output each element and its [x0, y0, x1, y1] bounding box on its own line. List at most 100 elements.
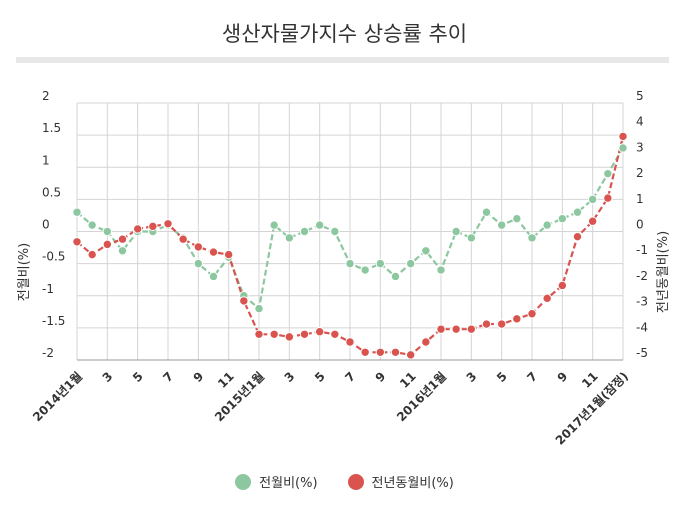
x-tick-label: 3 — [464, 369, 480, 385]
data-point-yearly — [587, 216, 598, 226]
data-point-yearly — [542, 293, 552, 304]
data-point-monthly — [208, 271, 219, 282]
y-right-tick-label: -2 — [636, 269, 648, 283]
data-point-yearly — [618, 131, 628, 142]
data-point-monthly — [587, 194, 598, 205]
data-point-yearly — [132, 224, 143, 234]
data-point-yearly — [603, 193, 613, 203]
data-point-yearly — [527, 309, 537, 319]
data-point-monthly — [557, 213, 568, 224]
data-point-monthly — [618, 143, 628, 153]
data-point-yearly — [390, 347, 401, 357]
data-point-yearly — [345, 337, 355, 347]
data-point-monthly — [572, 207, 583, 217]
data-point-monthly — [330, 226, 340, 237]
legend-item-yearly[interactable]: 전년동월비(%) — [347, 472, 454, 491]
data-point-monthly — [299, 226, 310, 237]
data-point-monthly — [117, 246, 128, 256]
data-point-yearly — [314, 327, 325, 337]
x-tick-label: 5 — [494, 369, 510, 385]
chart-title: 생산자물가지수 상승률 추이 — [221, 22, 468, 46]
y-left-tick-label: -2 — [42, 346, 54, 360]
legend-marker-yearly — [347, 473, 364, 490]
y-left-tick-label: -1 — [42, 282, 54, 296]
data-point-monthly — [496, 220, 507, 230]
y-right-tick-label: 3 — [636, 140, 644, 154]
x-tick-label: 3 — [282, 369, 298, 385]
x-tick-label: 2014년1월 — [29, 369, 85, 425]
data-point-yearly — [360, 347, 370, 357]
data-point-yearly — [375, 347, 386, 357]
data-point-yearly — [451, 324, 461, 334]
data-point-monthly — [481, 207, 492, 217]
data-point-yearly — [193, 242, 204, 252]
data-point-monthly — [512, 213, 522, 224]
data-point-yearly — [269, 329, 279, 339]
data-point-yearly — [223, 249, 234, 260]
data-point-yearly — [512, 314, 522, 324]
y-right-tick-label: 4 — [636, 115, 644, 129]
data-point-monthly — [284, 233, 295, 243]
data-point-monthly — [466, 233, 477, 243]
data-point-yearly — [178, 234, 188, 244]
y-left-tick-label: 2 — [42, 89, 50, 103]
x-tick-label: 11 — [397, 369, 419, 391]
y-left-tick-label: -1.5 — [42, 314, 65, 328]
data-point-yearly — [163, 219, 173, 229]
data-point-monthly — [360, 265, 370, 275]
data-point-yearly — [330, 329, 340, 339]
data-point-monthly — [314, 220, 325, 230]
legend-label-yearly: 전년동월비(%) — [371, 476, 454, 491]
y-left-tick-label: 1.5 — [42, 121, 61, 135]
y-left-tick-label: -0.5 — [42, 250, 65, 264]
data-point-yearly — [421, 337, 431, 347]
x-tick-label: 9 — [191, 369, 207, 385]
x-tick-label: 5 — [312, 369, 328, 385]
legend-marker-monthly — [235, 473, 252, 490]
y-left-tick-label: 0 — [42, 218, 50, 232]
legend: 전월비(%) 전년동월비(%) — [0, 472, 689, 491]
data-point-yearly — [572, 231, 583, 242]
data-point-monthly — [102, 226, 113, 237]
x-tick-label: 7 — [160, 369, 176, 385]
legend-item-monthly[interactable]: 전월비(%) — [235, 472, 318, 491]
data-point-monthly — [603, 168, 613, 179]
data-point-monthly — [72, 207, 82, 217]
data-point-yearly — [299, 329, 310, 339]
data-point-yearly — [496, 319, 507, 329]
y-left-axis-title: 전월비(%) — [17, 243, 32, 301]
data-point-yearly — [239, 296, 249, 306]
data-point-monthly — [375, 258, 386, 269]
x-tick-label: 5 — [130, 369, 146, 385]
data-point-yearly — [254, 329, 264, 339]
data-point-monthly — [542, 220, 552, 230]
title-divider — [16, 57, 669, 63]
x-tick-label: 7 — [524, 369, 540, 385]
y-right-tick-label: 0 — [636, 218, 644, 232]
data-point-monthly — [193, 258, 204, 269]
data-point-yearly — [466, 324, 477, 334]
line-chart: 2 1.5 1 0.5 0 -0.5 -1 -1.5 -2 5 4 3 2 1 0 -1 -2 -3 -4 -5 전월비… — [17, 89, 671, 448]
data-point-yearly — [72, 237, 82, 247]
data-point-yearly — [208, 247, 219, 257]
x-tick-label: 3 — [100, 369, 116, 385]
data-point-monthly — [451, 226, 461, 237]
legend-label-monthly: 전월비(%) — [259, 476, 318, 491]
y-right-tick-label: -1 — [636, 243, 648, 257]
data-point-monthly — [254, 303, 264, 314]
data-point-yearly — [436, 324, 446, 334]
data-point-yearly — [284, 332, 295, 342]
x-tick-label: 11 — [215, 369, 237, 391]
data-point-yearly — [102, 239, 113, 250]
data-point-monthly — [269, 220, 279, 230]
x-tick-label: 11 — [579, 369, 601, 391]
y-right-tick-label: -3 — [636, 295, 648, 309]
data-point-monthly — [421, 246, 431, 256]
data-point-yearly — [148, 221, 158, 232]
data-point-monthly — [405, 258, 416, 269]
data-point-yearly — [87, 249, 97, 260]
y-right-tick-label: 1 — [636, 192, 644, 206]
y-right-tick-label: -4 — [636, 320, 648, 334]
data-point-yearly — [117, 234, 128, 244]
y-right-axis-title: 전년동월비(%) — [656, 231, 671, 313]
